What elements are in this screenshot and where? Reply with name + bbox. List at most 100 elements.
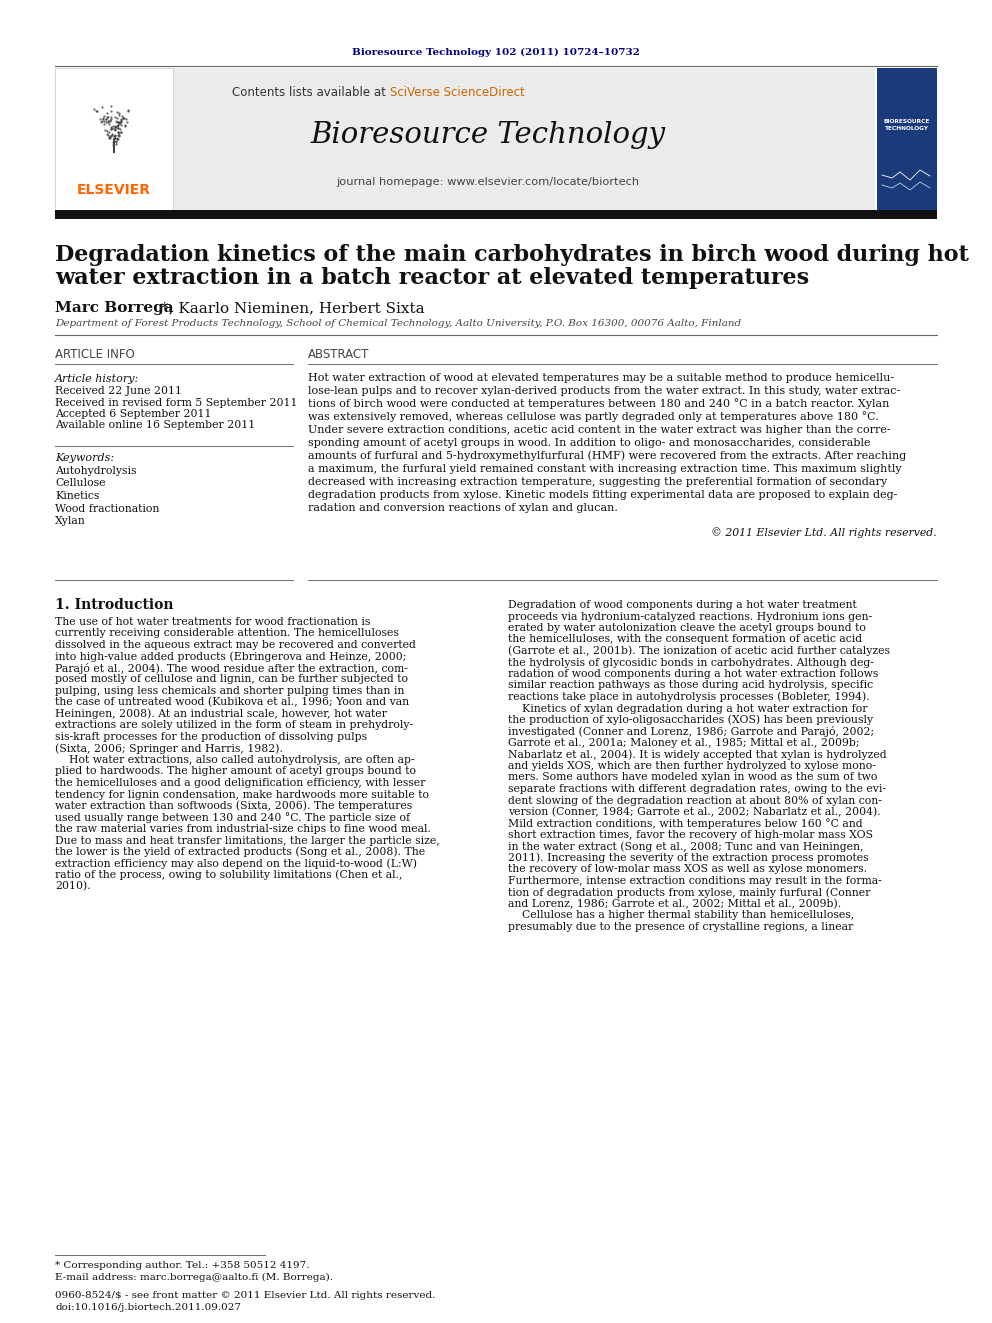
Point <box>118 108 134 130</box>
Point <box>110 115 126 136</box>
Point <box>109 127 125 148</box>
Text: Department of Forest Products Technology, School of Chemical Technology, Aalto U: Department of Forest Products Technology… <box>55 319 741 328</box>
Text: Received 22 June 2011: Received 22 June 2011 <box>55 386 182 396</box>
Point <box>109 107 125 128</box>
Point <box>109 111 125 132</box>
Text: extractions are solely utilized in the form of steam in prehydroly-: extractions are solely utilized in the f… <box>55 721 413 730</box>
Point <box>115 107 131 128</box>
Point <box>102 108 118 130</box>
Point <box>110 102 126 123</box>
Text: Xylan: Xylan <box>55 516 85 527</box>
Text: the hemicelluloses and a good delignification efficiency, with lesser: the hemicelluloses and a good delignific… <box>55 778 426 789</box>
Point <box>107 118 123 139</box>
Text: 0960-8524/$ - see front matter © 2011 Elsevier Ltd. All rights reserved.: 0960-8524/$ - see front matter © 2011 El… <box>55 1291 435 1301</box>
Point <box>93 97 109 118</box>
Point <box>104 124 120 146</box>
Text: Kinetics of xylan degradation during a hot water extraction for: Kinetics of xylan degradation during a h… <box>508 704 867 713</box>
Point <box>119 111 135 132</box>
Text: E-mail address: marc.borrega@aalto.fi (M. Borrega).: E-mail address: marc.borrega@aalto.fi (M… <box>55 1273 333 1282</box>
Point <box>99 106 115 127</box>
Text: the case of untreated wood (Kubikova et al., 1996; Yoon and van: the case of untreated wood (Kubikova et … <box>55 697 409 708</box>
Point <box>107 120 123 142</box>
Point <box>113 110 129 131</box>
Point <box>95 107 111 128</box>
Text: * Corresponding author. Tel.: +358 50512 4197.: * Corresponding author. Tel.: +358 50512… <box>55 1261 310 1270</box>
Text: pulping, using less chemicals and shorter pulping times than in: pulping, using less chemicals and shorte… <box>55 687 405 696</box>
Point <box>113 110 129 131</box>
Point <box>102 126 118 147</box>
Text: dissolved in the aqueous extract may be recovered and converted: dissolved in the aqueous extract may be … <box>55 640 416 650</box>
Point <box>109 122 125 143</box>
Text: ELSEVIER: ELSEVIER <box>77 183 151 197</box>
Text: was extensively removed, whereas cellulose was partly degraded only at temperatu: was extensively removed, whereas cellulo… <box>308 411 879 422</box>
Point <box>100 107 116 128</box>
Point <box>107 116 123 138</box>
Text: Article history:: Article history: <box>55 374 139 384</box>
Point <box>114 106 130 127</box>
Text: Bioresource Technology: Bioresource Technology <box>310 120 666 149</box>
Point <box>95 108 111 130</box>
Text: radation and conversion reactions of xylan and glucan.: radation and conversion reactions of xyl… <box>308 503 618 513</box>
Text: Heiningen, 2008). At an industrial scale, however, hot water: Heiningen, 2008). At an industrial scale… <box>55 709 387 720</box>
Text: Due to mass and heat transfer limitations, the larger the particle size,: Due to mass and heat transfer limitation… <box>55 836 439 845</box>
Text: Mild extraction conditions, with temperatures below 160 °C and: Mild extraction conditions, with tempera… <box>508 818 863 830</box>
Text: Autohydrolysis: Autohydrolysis <box>55 466 137 476</box>
Point <box>94 110 110 131</box>
Point <box>109 115 125 136</box>
Text: (Sixta, 2006; Springer and Harris, 1982).: (Sixta, 2006; Springer and Harris, 1982)… <box>55 744 283 754</box>
Text: into high-value added products (Ebringerova and Heinze, 2000;: into high-value added products (Ebringer… <box>55 651 407 662</box>
Text: *, Kaarlo Nieminen, Herbert Sixta: *, Kaarlo Nieminen, Herbert Sixta <box>161 302 425 315</box>
Text: Available online 16 September 2011: Available online 16 September 2011 <box>55 421 255 430</box>
Point <box>106 128 122 149</box>
Text: ratio of the process, owing to solubility limitations (Chen et al.,: ratio of the process, owing to solubilit… <box>55 869 403 880</box>
Text: SciVerse ScienceDirect: SciVerse ScienceDirect <box>390 86 525 99</box>
Point <box>104 118 120 139</box>
Point <box>113 108 129 130</box>
Point <box>117 116 133 138</box>
Text: similar reaction pathways as those during acid hydrolysis, specific: similar reaction pathways as those durin… <box>508 680 873 691</box>
Point <box>107 115 123 136</box>
Point <box>96 106 112 127</box>
Text: tions of birch wood were conducted at temperatures between 180 and 240 °C in a b: tions of birch wood were conducted at te… <box>308 398 890 409</box>
Point <box>112 119 128 140</box>
Bar <box>55 67 875 212</box>
Point <box>113 111 129 132</box>
Point <box>108 110 124 131</box>
Point <box>99 124 115 146</box>
Point <box>99 123 115 144</box>
Point <box>113 114 129 135</box>
Text: 2011). Increasing the severity of the extraction process promotes: 2011). Increasing the severity of the ex… <box>508 853 869 864</box>
Text: dent slowing of the degradation reaction at about 80% of xylan con-: dent slowing of the degradation reaction… <box>508 795 882 806</box>
Text: version (Conner, 1984; Garrote et al., 2002; Nabarlatz et al., 2004).: version (Conner, 1984; Garrote et al., 2… <box>508 807 881 818</box>
Text: Hot water extraction of wood at elevated temperatures may be a suitable method t: Hot water extraction of wood at elevated… <box>308 373 894 382</box>
Text: in the water extract (Song et al., 2008; Tunc and van Heiningen,: in the water extract (Song et al., 2008;… <box>508 841 863 852</box>
Point <box>106 127 122 148</box>
Text: Parajó et al., 2004). The wood residue after the extraction, com-: Parajó et al., 2004). The wood residue a… <box>55 663 408 673</box>
Point <box>100 122 116 143</box>
Point <box>110 122 126 143</box>
Text: tendency for lignin condensation, make hardwoods more suitable to: tendency for lignin condensation, make h… <box>55 790 429 799</box>
Point <box>99 111 115 132</box>
Point <box>107 124 123 146</box>
Text: The use of hot water treatments for wood fractionation is: The use of hot water treatments for wood… <box>55 617 370 627</box>
Point <box>97 119 113 140</box>
Point <box>117 114 133 135</box>
Point <box>108 134 124 155</box>
Text: Garrote et al., 2001a; Maloney et al., 1985; Mittal et al., 2009b;: Garrote et al., 2001a; Maloney et al., 1… <box>508 738 859 747</box>
Point <box>103 124 119 146</box>
Point <box>112 112 128 134</box>
Point <box>92 108 108 130</box>
Point <box>106 118 122 139</box>
Text: 1. Introduction: 1. Introduction <box>55 598 174 613</box>
Text: the lower is the yield of extracted products (Song et al., 2008). The: the lower is the yield of extracted prod… <box>55 847 426 857</box>
Point <box>110 115 126 136</box>
Point <box>104 123 120 144</box>
Text: proceeds via hydronium-catalyzed reactions. Hydronium ions gen-: proceeds via hydronium-catalyzed reactio… <box>508 611 872 622</box>
Text: decreased with increasing extraction temperature, suggesting the preferential fo: decreased with increasing extraction tem… <box>308 478 887 487</box>
Point <box>105 126 121 147</box>
Point <box>107 126 123 147</box>
Text: Kinetics: Kinetics <box>55 491 99 501</box>
Point <box>111 105 127 126</box>
Point <box>100 111 116 132</box>
Text: ABSTRACT: ABSTRACT <box>308 348 369 361</box>
